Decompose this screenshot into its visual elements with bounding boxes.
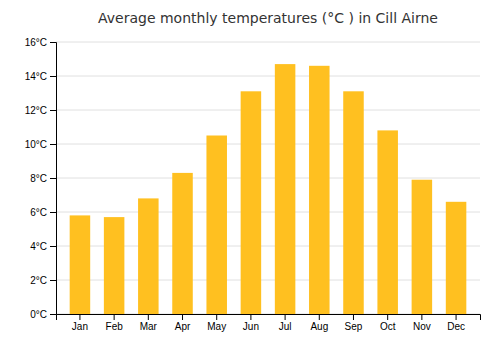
x-tick-mark	[114, 314, 115, 320]
y-tick-mark	[50, 42, 56, 43]
bars	[70, 64, 467, 314]
y-tick-label: 0°C	[30, 309, 47, 320]
bar	[377, 130, 398, 314]
x-tick-mark	[182, 314, 183, 320]
x-tick-label: Jan	[72, 321, 88, 332]
x-tick: May	[207, 314, 226, 332]
x-tick-mark	[148, 314, 149, 320]
bar	[172, 173, 193, 314]
grid-line	[56, 76, 480, 77]
grid-line	[56, 178, 480, 179]
y-tick-label: 16°C	[25, 37, 47, 48]
x-tick-label: Dec	[447, 321, 465, 332]
x-tick-mark	[216, 314, 217, 320]
y-tick-mark	[50, 178, 56, 179]
x-tick-label: Oct	[380, 321, 396, 332]
x-tick: Sep	[345, 314, 363, 332]
y-tick: 4°C	[30, 241, 56, 252]
plot: 0°C 2°C 4°C 6°C 8°C 10°C 12°C 14°C 16°C Jan Feb Mar…	[25, 37, 481, 332]
x-tick-label: Apr	[175, 321, 191, 332]
y-tick-label: 6°C	[30, 207, 47, 218]
x-tick: Feb	[106, 314, 124, 332]
x-tick-label: Jun	[243, 321, 259, 332]
x-tick-mark	[319, 314, 320, 320]
chart-container: 0°C 2°C 4°C 6°C 8°C 10°C 12°C 14°C 16°C Jan Feb Mar…	[0, 0, 500, 350]
bar	[412, 180, 433, 314]
title: Average monthly temperatures (°C ) in Ci…	[98, 10, 438, 26]
x-tick: Jan	[72, 314, 88, 332]
x-tick-label: Mar	[140, 321, 158, 332]
y-tick-label: 8°C	[30, 173, 47, 184]
x-axis-line	[57, 315, 481, 321]
bar	[104, 217, 125, 314]
x-tick-mark	[353, 314, 354, 320]
y-tick-mark	[50, 144, 56, 145]
x-tick-mark	[387, 314, 388, 320]
x-tick-label: Aug	[310, 321, 328, 332]
x-tick: Nov	[413, 314, 431, 332]
y-tick: 14°C	[25, 71, 56, 82]
x-tick-label: Nov	[413, 321, 431, 332]
y-tick-mark	[50, 76, 56, 77]
x-tick: Jun	[243, 314, 259, 332]
x-tick-label: Jul	[279, 321, 292, 332]
x-tick-label: Feb	[106, 321, 124, 332]
bar	[206, 136, 227, 315]
y-axis-line	[50, 43, 57, 315]
bar	[275, 64, 296, 314]
bar	[309, 66, 330, 314]
x-tick: Aug	[310, 314, 328, 332]
grid-line	[56, 42, 480, 43]
y-tick-label: 14°C	[25, 71, 47, 82]
grid-line	[56, 110, 480, 111]
bar	[343, 91, 364, 314]
x-tick: Mar	[140, 314, 158, 332]
bar	[446, 202, 467, 314]
y-tick-mark	[50, 314, 56, 315]
chart-svg: 0°C 2°C 4°C 6°C 8°C 10°C 12°C 14°C 16°C Jan Feb Mar…	[0, 0, 500, 350]
y-tick-label: 12°C	[25, 105, 47, 116]
bar	[138, 198, 159, 314]
y-tick: 0°C	[30, 309, 56, 320]
y-tick-mark	[50, 110, 56, 111]
x-tick: Jul	[279, 314, 292, 332]
x-tick-mark	[79, 314, 80, 320]
y-tick: 12°C	[25, 105, 56, 116]
y-tick: 6°C	[30, 207, 56, 218]
x-tick: Apr	[175, 314, 191, 332]
x-tick-mark	[285, 314, 286, 320]
grid	[56, 42, 480, 314]
x-tick-mark	[456, 314, 457, 320]
x-tick: Dec	[447, 314, 465, 332]
x-tick-mark	[250, 314, 251, 320]
y-tick: 10°C	[25, 139, 56, 150]
y-tick-mark	[50, 280, 56, 281]
y-tick: 2°C	[30, 275, 56, 286]
y-tick-mark	[50, 246, 56, 247]
bar	[70, 215, 91, 314]
y-tick-label: 10°C	[25, 139, 47, 150]
x-tick: Oct	[380, 314, 396, 332]
y-tick-mark	[50, 212, 56, 213]
grid-line	[56, 144, 480, 145]
y-tick: 8°C	[30, 173, 56, 184]
y-tick: 16°C	[25, 37, 56, 48]
bar	[241, 91, 262, 314]
x-axis: Jan Feb Mar Apr May Jun Jul Aug Sep Oct Nov Dec	[57, 314, 481, 332]
y-axis: 0°C 2°C 4°C 6°C 8°C 10°C 12°C 14°C 16°C	[25, 37, 57, 320]
y-tick-label: 4°C	[30, 241, 47, 252]
x-tick-label: May	[207, 321, 226, 332]
x-tick-label: Sep	[345, 321, 363, 332]
y-tick-label: 2°C	[30, 275, 47, 286]
x-tick-mark	[421, 314, 422, 320]
